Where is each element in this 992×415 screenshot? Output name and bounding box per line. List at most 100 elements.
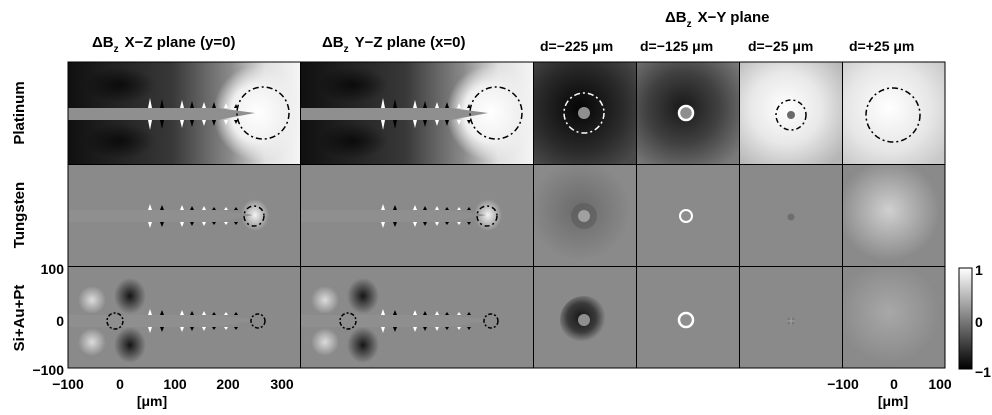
dipole-spike	[212, 222, 216, 225]
dipole-spike	[234, 104, 238, 108]
dipole-spike	[160, 222, 164, 227]
dipole-spike	[224, 207, 228, 210]
dipole-spike	[381, 98, 385, 108]
dipole-spike	[224, 120, 228, 125]
panel-tungsten-xz	[68, 165, 300, 266]
dipole-spike	[190, 311, 194, 315]
x-tick-minus-100: −100	[52, 376, 84, 392]
dipole-spike	[160, 310, 164, 315]
depth-label-p25: d=+25 μm	[849, 38, 914, 54]
xy-x-tick-100: 100	[928, 376, 952, 392]
dipole-spike	[148, 309, 152, 315]
dipole-spike	[435, 102, 439, 108]
dipole-spike	[190, 327, 194, 331]
title-xz-plane: ΔBz X−Z plane (y=0)	[92, 34, 236, 55]
dipole-spike	[393, 99, 397, 108]
dipole-spike	[445, 312, 449, 315]
dipole-spike	[467, 207, 471, 210]
dipole-spike	[423, 206, 427, 210]
dipole-spike	[180, 100, 184, 108]
panel-platinum-xy-d-25	[740, 62, 842, 164]
panel-platinum-yz	[301, 62, 536, 164]
dipole-spike	[467, 327, 471, 330]
colorbar-tick-minus-1: −1	[975, 364, 991, 380]
panel-platinum-xy-d-125	[637, 62, 739, 164]
dipole-spike	[413, 205, 417, 210]
dipole-spike	[202, 206, 206, 210]
panel-tungsten-yz	[301, 165, 533, 266]
dipole-spike	[148, 98, 152, 108]
panel-grid-lines	[67, 61, 946, 369]
dipole-spike	[202, 327, 206, 331]
dipole-spike	[160, 205, 164, 210]
dipole-spike	[202, 102, 206, 108]
dipole-spike	[381, 309, 385, 315]
dipole-spike	[160, 327, 164, 332]
dipole-spike	[202, 120, 206, 126]
dipole-spike	[180, 222, 184, 227]
dipole-spike	[423, 101, 427, 108]
dipole-spike	[234, 207, 238, 210]
panel-platinum-xy-d-p25	[843, 62, 945, 164]
dipole-spike	[234, 120, 238, 124]
dipole-spike	[190, 222, 194, 226]
dipole-spike	[467, 104, 471, 108]
panel-platinum-xz	[68, 62, 303, 164]
dipole-spike	[467, 222, 471, 225]
panel-tungsten-xy-d-25	[740, 165, 842, 266]
dipole-spike	[413, 310, 417, 315]
dipole-spike	[393, 310, 397, 315]
title-yz-plane: ΔBz Y−Z plane (x=0)	[322, 34, 466, 55]
dipole-spike	[190, 120, 194, 127]
x-tick-300: 300	[270, 376, 294, 392]
panel-si-au-pt-xy-d-p25	[843, 267, 945, 368]
dipole-spike	[148, 222, 152, 228]
dipole-spike	[435, 222, 439, 226]
dipole-spike	[457, 327, 461, 330]
dipole-spike	[423, 311, 427, 315]
panel-tungsten-xy-d-225	[534, 165, 636, 266]
dipole-spike	[381, 204, 385, 210]
dipole-spike	[381, 327, 385, 333]
dipole-spike	[413, 222, 417, 227]
dipole-spike	[445, 327, 449, 330]
dipole-spike	[393, 205, 397, 210]
dipole-spike	[224, 222, 228, 225]
dipole-spike	[381, 120, 385, 130]
x-axis-unit-right: [μm]	[878, 393, 908, 409]
dipole-spike	[224, 312, 228, 315]
x-tick-200: 200	[216, 376, 240, 392]
dipole-spike	[224, 327, 228, 330]
dipole-spike	[457, 207, 461, 210]
dipole-spike	[224, 103, 228, 108]
y-tick-minus-100: −100	[32, 362, 64, 378]
dipole-spike	[160, 120, 164, 129]
colorbar: 1 0 −1	[958, 262, 991, 380]
panel-si-au-pt-yz	[301, 267, 533, 368]
row-label-tungsten: Tungsten	[11, 182, 28, 248]
dipole-spike	[445, 207, 449, 210]
dipole-spike	[423, 222, 427, 226]
dipole-spike	[190, 101, 194, 108]
dipole-spike	[457, 103, 461, 108]
dipole-spike	[202, 311, 206, 315]
y-tick-100: 100	[41, 261, 65, 277]
depth-label-225: d=−225 μm	[540, 38, 613, 54]
dipole-spike	[435, 120, 439, 126]
dipole-spike	[467, 120, 471, 124]
dipole-spike	[160, 99, 164, 108]
dipole-spike	[393, 120, 397, 129]
dipole-spike	[457, 120, 461, 125]
dipole-spike	[148, 204, 152, 210]
dipole-spike	[212, 327, 216, 330]
dipole-spike	[212, 207, 216, 210]
dipole-spike	[212, 120, 216, 126]
xy-x-tick-minus-100: −100	[827, 376, 859, 392]
dipole-spike	[445, 120, 449, 126]
dipole-spike	[393, 222, 397, 227]
colorbar-tick-1: 1	[975, 262, 983, 278]
